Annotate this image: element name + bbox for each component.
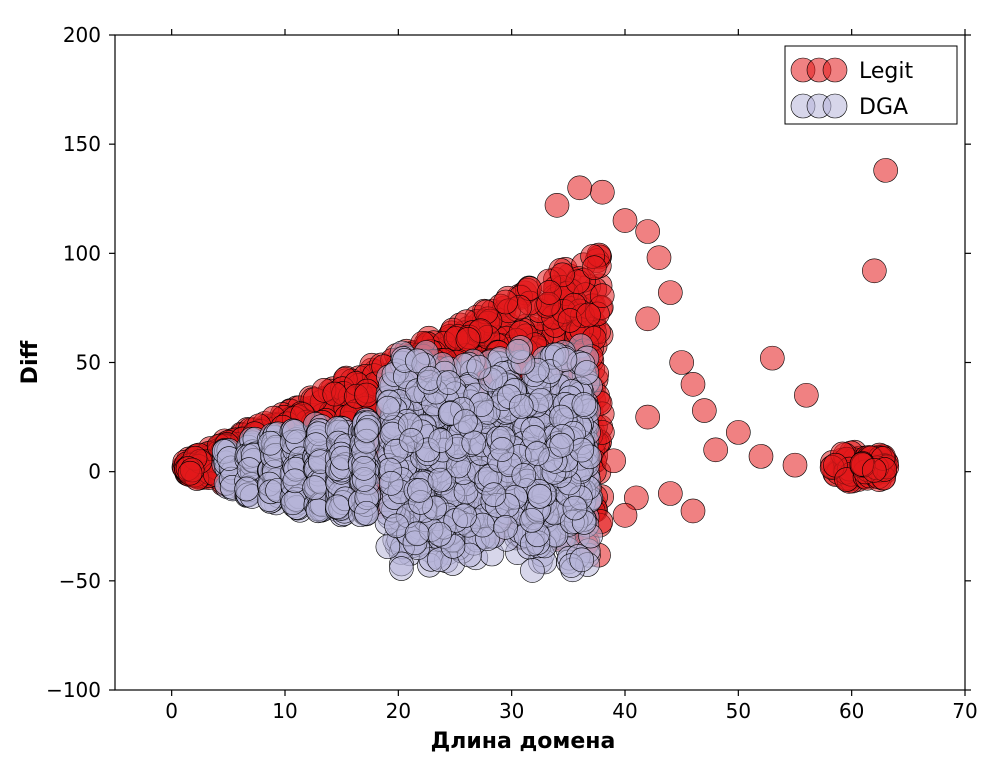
data-point (681, 499, 705, 523)
data-point (494, 290, 518, 314)
scatter-chart: 0 10 20 30 40 50 60 70 −100 −50 0 50 100 150 200 Длина … (0, 0, 1000, 758)
data-point (494, 515, 518, 539)
x-tick-label: 0 (165, 699, 178, 723)
data-point (647, 246, 671, 270)
y-axis-label: Diff (18, 340, 43, 385)
data-point (376, 396, 400, 420)
data-point (590, 180, 614, 204)
data-point (428, 468, 452, 492)
data-point (568, 176, 592, 200)
data-point (704, 438, 728, 462)
data-point (437, 371, 461, 395)
data-point (258, 431, 282, 455)
data-point (389, 557, 413, 581)
data-point (453, 409, 477, 433)
data-point (525, 442, 549, 466)
data-point (670, 351, 694, 375)
x-tick-label: 60 (839, 699, 864, 723)
data-point (462, 431, 486, 455)
y-tick-label: 200 (63, 23, 101, 47)
y-tick-label: 100 (63, 241, 101, 265)
data-point (405, 522, 429, 546)
data-point (590, 284, 614, 308)
data-point (862, 259, 886, 283)
legend-marker (823, 58, 847, 82)
data-point (636, 220, 660, 244)
x-tick-label: 30 (499, 699, 524, 723)
legend-label: DGA (859, 95, 908, 120)
data-point (509, 395, 533, 419)
data-point (636, 307, 660, 331)
data-point (453, 504, 477, 528)
data-point (325, 495, 349, 519)
data-point (282, 420, 306, 444)
data-point (178, 461, 202, 485)
y-tick-label: −50 (59, 569, 101, 593)
data-point (399, 428, 423, 452)
data-point (602, 449, 626, 473)
data-point (520, 558, 544, 582)
data-point (323, 382, 347, 406)
data-point (636, 405, 660, 429)
data-point (613, 209, 637, 233)
legend-marker (823, 94, 847, 118)
x-tick-label: 10 (272, 699, 297, 723)
data-point (512, 463, 536, 487)
data-point (658, 281, 682, 305)
data-point (528, 484, 552, 508)
data-point (520, 508, 544, 532)
data-point (692, 399, 716, 423)
data-point (570, 548, 594, 572)
data-point (428, 522, 452, 546)
data-point (760, 346, 784, 370)
data-point (726, 420, 750, 444)
data-point (537, 280, 561, 304)
data-point (862, 458, 886, 482)
legend: Legit DGA (785, 46, 957, 124)
chart-svg: 0 10 20 30 40 50 60 70 −100 −50 0 50 100 150 200 Длина … (0, 0, 1000, 758)
data-point (482, 483, 506, 507)
data-point (749, 444, 773, 468)
data-point (874, 158, 898, 182)
data-point (355, 418, 379, 442)
data-point (582, 256, 606, 280)
data-point (794, 383, 818, 407)
x-tick-label: 20 (386, 699, 411, 723)
data-point (355, 383, 379, 407)
data-point (490, 437, 514, 461)
data-point (550, 433, 574, 457)
data-point (456, 327, 480, 351)
x-tick-label: 40 (612, 699, 637, 723)
data-point (379, 471, 403, 495)
x-tick-label: 50 (726, 699, 751, 723)
y-tick-label: 50 (76, 351, 101, 375)
y-tick-label: −100 (46, 678, 101, 702)
data-point (563, 496, 587, 520)
x-axis-label: Длина домена (431, 729, 616, 754)
data-point (235, 477, 259, 501)
data-point (545, 193, 569, 217)
data-point (658, 482, 682, 506)
x-tick-label: 70 (952, 699, 977, 723)
data-point (572, 392, 596, 416)
data-point (553, 348, 577, 372)
data-point (303, 476, 327, 500)
data-point (281, 491, 305, 515)
data-point (506, 339, 530, 363)
data-point (429, 428, 453, 452)
data-point (681, 372, 705, 396)
data-point (613, 503, 637, 527)
data-point (783, 453, 807, 477)
data-point (352, 456, 376, 480)
data-point (467, 355, 491, 379)
data-point (376, 535, 400, 559)
data-point (575, 361, 599, 385)
y-tick-label: 150 (63, 132, 101, 156)
data-point (355, 501, 379, 525)
y-tick-label: 0 (88, 460, 101, 484)
legend-label: Legit (859, 59, 913, 84)
